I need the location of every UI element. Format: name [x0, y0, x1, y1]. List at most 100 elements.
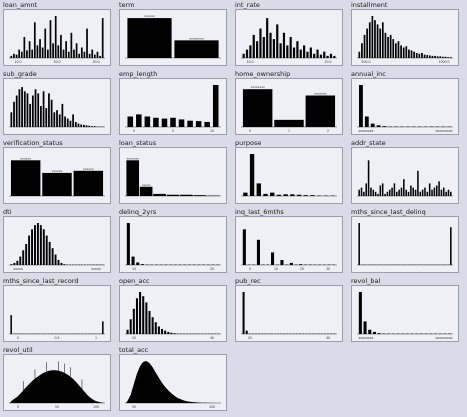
- panel-title: home_ownership: [235, 70, 291, 78]
- histogram-bar: [274, 119, 304, 127]
- histogram-bar: [80, 47, 83, 58]
- histogram-bar: [245, 330, 248, 334]
- tick-label: 10: [132, 267, 136, 271]
- tick-label: 0.5: [54, 336, 59, 340]
- tick-label: 0: [249, 129, 251, 133]
- histogram-bar: [101, 18, 104, 59]
- histogram-bar: [296, 194, 302, 196]
- histogram-bar: [36, 45, 39, 58]
- histogram-panel-8: verification_status xxxxxx xxxxxx xxxxxx: [1, 139, 115, 206]
- histogram-bar: [15, 95, 18, 127]
- histogram-bar: [62, 49, 65, 58]
- histogram-panel-14: inq_last_6mths 0 10 20 30: [233, 208, 347, 275]
- histogram-bar: [18, 49, 20, 58]
- histogram-bar: [417, 170, 419, 196]
- histogram-bar: [51, 248, 54, 265]
- histogram-bar: [415, 52, 418, 58]
- histogram-bar: [37, 93, 40, 127]
- histogram-bar: [368, 329, 372, 334]
- density-area: [10, 370, 104, 403]
- histogram-bar: [67, 51, 70, 58]
- bar-label: xxxxxxxx: [251, 85, 265, 89]
- histogram-bar: [39, 39, 41, 58]
- tick-label: 40: [210, 336, 214, 340]
- histogram-bar: [396, 191, 398, 196]
- histogram-bar: [381, 183, 384, 196]
- histogram-bar: [358, 292, 362, 334]
- histogram-bar: [42, 172, 72, 196]
- histogram-bar: [414, 189, 417, 196]
- histogram-bar: [31, 229, 33, 265]
- histogram-bar: [377, 193, 379, 196]
- tick-label: 20: [132, 336, 136, 340]
- histogram-svg: 20 40: [125, 292, 221, 340]
- histogram-bar: [34, 225, 36, 265]
- histogram-svg: [357, 223, 453, 266]
- histogram-bar: [445, 191, 447, 196]
- histogram-bar: [60, 262, 63, 265]
- histogram-bar: [64, 116, 66, 127]
- tick-label: 20: [300, 267, 304, 271]
- histogram-bar: [85, 125, 88, 127]
- histogram-bar: [296, 41, 299, 58]
- histogram-bar: [310, 195, 315, 196]
- histogram-bar: [256, 183, 261, 196]
- plot-frame: [351, 216, 459, 273]
- histogram-bar: [42, 91, 45, 127]
- histogram-bar: [402, 47, 405, 58]
- panel-title: revol_bal: [351, 277, 381, 285]
- histogram-panel-3: installment 500.0 1000.0: [349, 1, 463, 68]
- histogram-bar: [433, 187, 436, 196]
- histogram-bar: [48, 241, 51, 265]
- histogram-bar: [271, 252, 275, 265]
- histogram-bar: [363, 321, 367, 334]
- histogram-svg: 0 5 10: [125, 85, 221, 133]
- panel-title: purpose: [235, 139, 262, 147]
- histogram-bar: [421, 189, 424, 196]
- histogram-bar: [154, 322, 157, 334]
- histogram-bar: [153, 117, 159, 127]
- bar-label: xxxxxxx: [314, 92, 327, 96]
- histogram-bar: [443, 187, 445, 196]
- histogram-bar: [376, 24, 379, 58]
- histogram-bar: [405, 189, 407, 196]
- tick-label: 20: [248, 336, 252, 340]
- histogram-bar: [161, 328, 164, 334]
- histogram-panel-10: purpose: [233, 139, 347, 206]
- histogram-bar: [384, 32, 387, 58]
- tick-label: xxxxx: [13, 267, 23, 271]
- histogram-bar: [195, 121, 202, 127]
- histogram-bar: [395, 43, 397, 58]
- histogram-bar: [93, 126, 96, 127]
- histogram-bar: [91, 126, 93, 127]
- histogram-bar: [407, 191, 410, 196]
- plot-frame: 10.0 20.0 30.0: [3, 9, 111, 66]
- histogram-bar: [144, 116, 151, 127]
- histogram-bar: [96, 51, 99, 58]
- tick-label: 10.0: [14, 60, 21, 64]
- tick-label: 10: [210, 129, 214, 133]
- histogram-bar: [25, 244, 28, 265]
- histogram-bar: [374, 20, 376, 58]
- histogram-bar: [270, 192, 275, 196]
- panel-title: addr_state: [351, 139, 386, 147]
- histogram-bar: [313, 53, 316, 58]
- histogram-svg: xxxxx xxxxx: [9, 223, 105, 271]
- tick-label: xxxxxxxxx: [436, 336, 453, 340]
- histogram-bar: [78, 53, 81, 58]
- histogram-bar: [173, 333, 176, 334]
- histogram-bar: [57, 45, 60, 58]
- histogram-bar: [377, 333, 381, 334]
- histogram-svg: [9, 87, 105, 128]
- histogram-bar: [386, 191, 389, 196]
- histogram-bar: [410, 50, 413, 58]
- histogram-bar: [212, 85, 219, 127]
- histogram-bar: [47, 49, 49, 58]
- histogram-bar: [387, 37, 389, 58]
- histogram-bar: [242, 292, 245, 334]
- histogram-bar: [36, 223, 39, 265]
- histogram-panel-13: delinq_2yrs 10 20: [117, 208, 231, 275]
- histogram-bar: [365, 183, 367, 196]
- tick-label: xxxxx: [91, 267, 101, 271]
